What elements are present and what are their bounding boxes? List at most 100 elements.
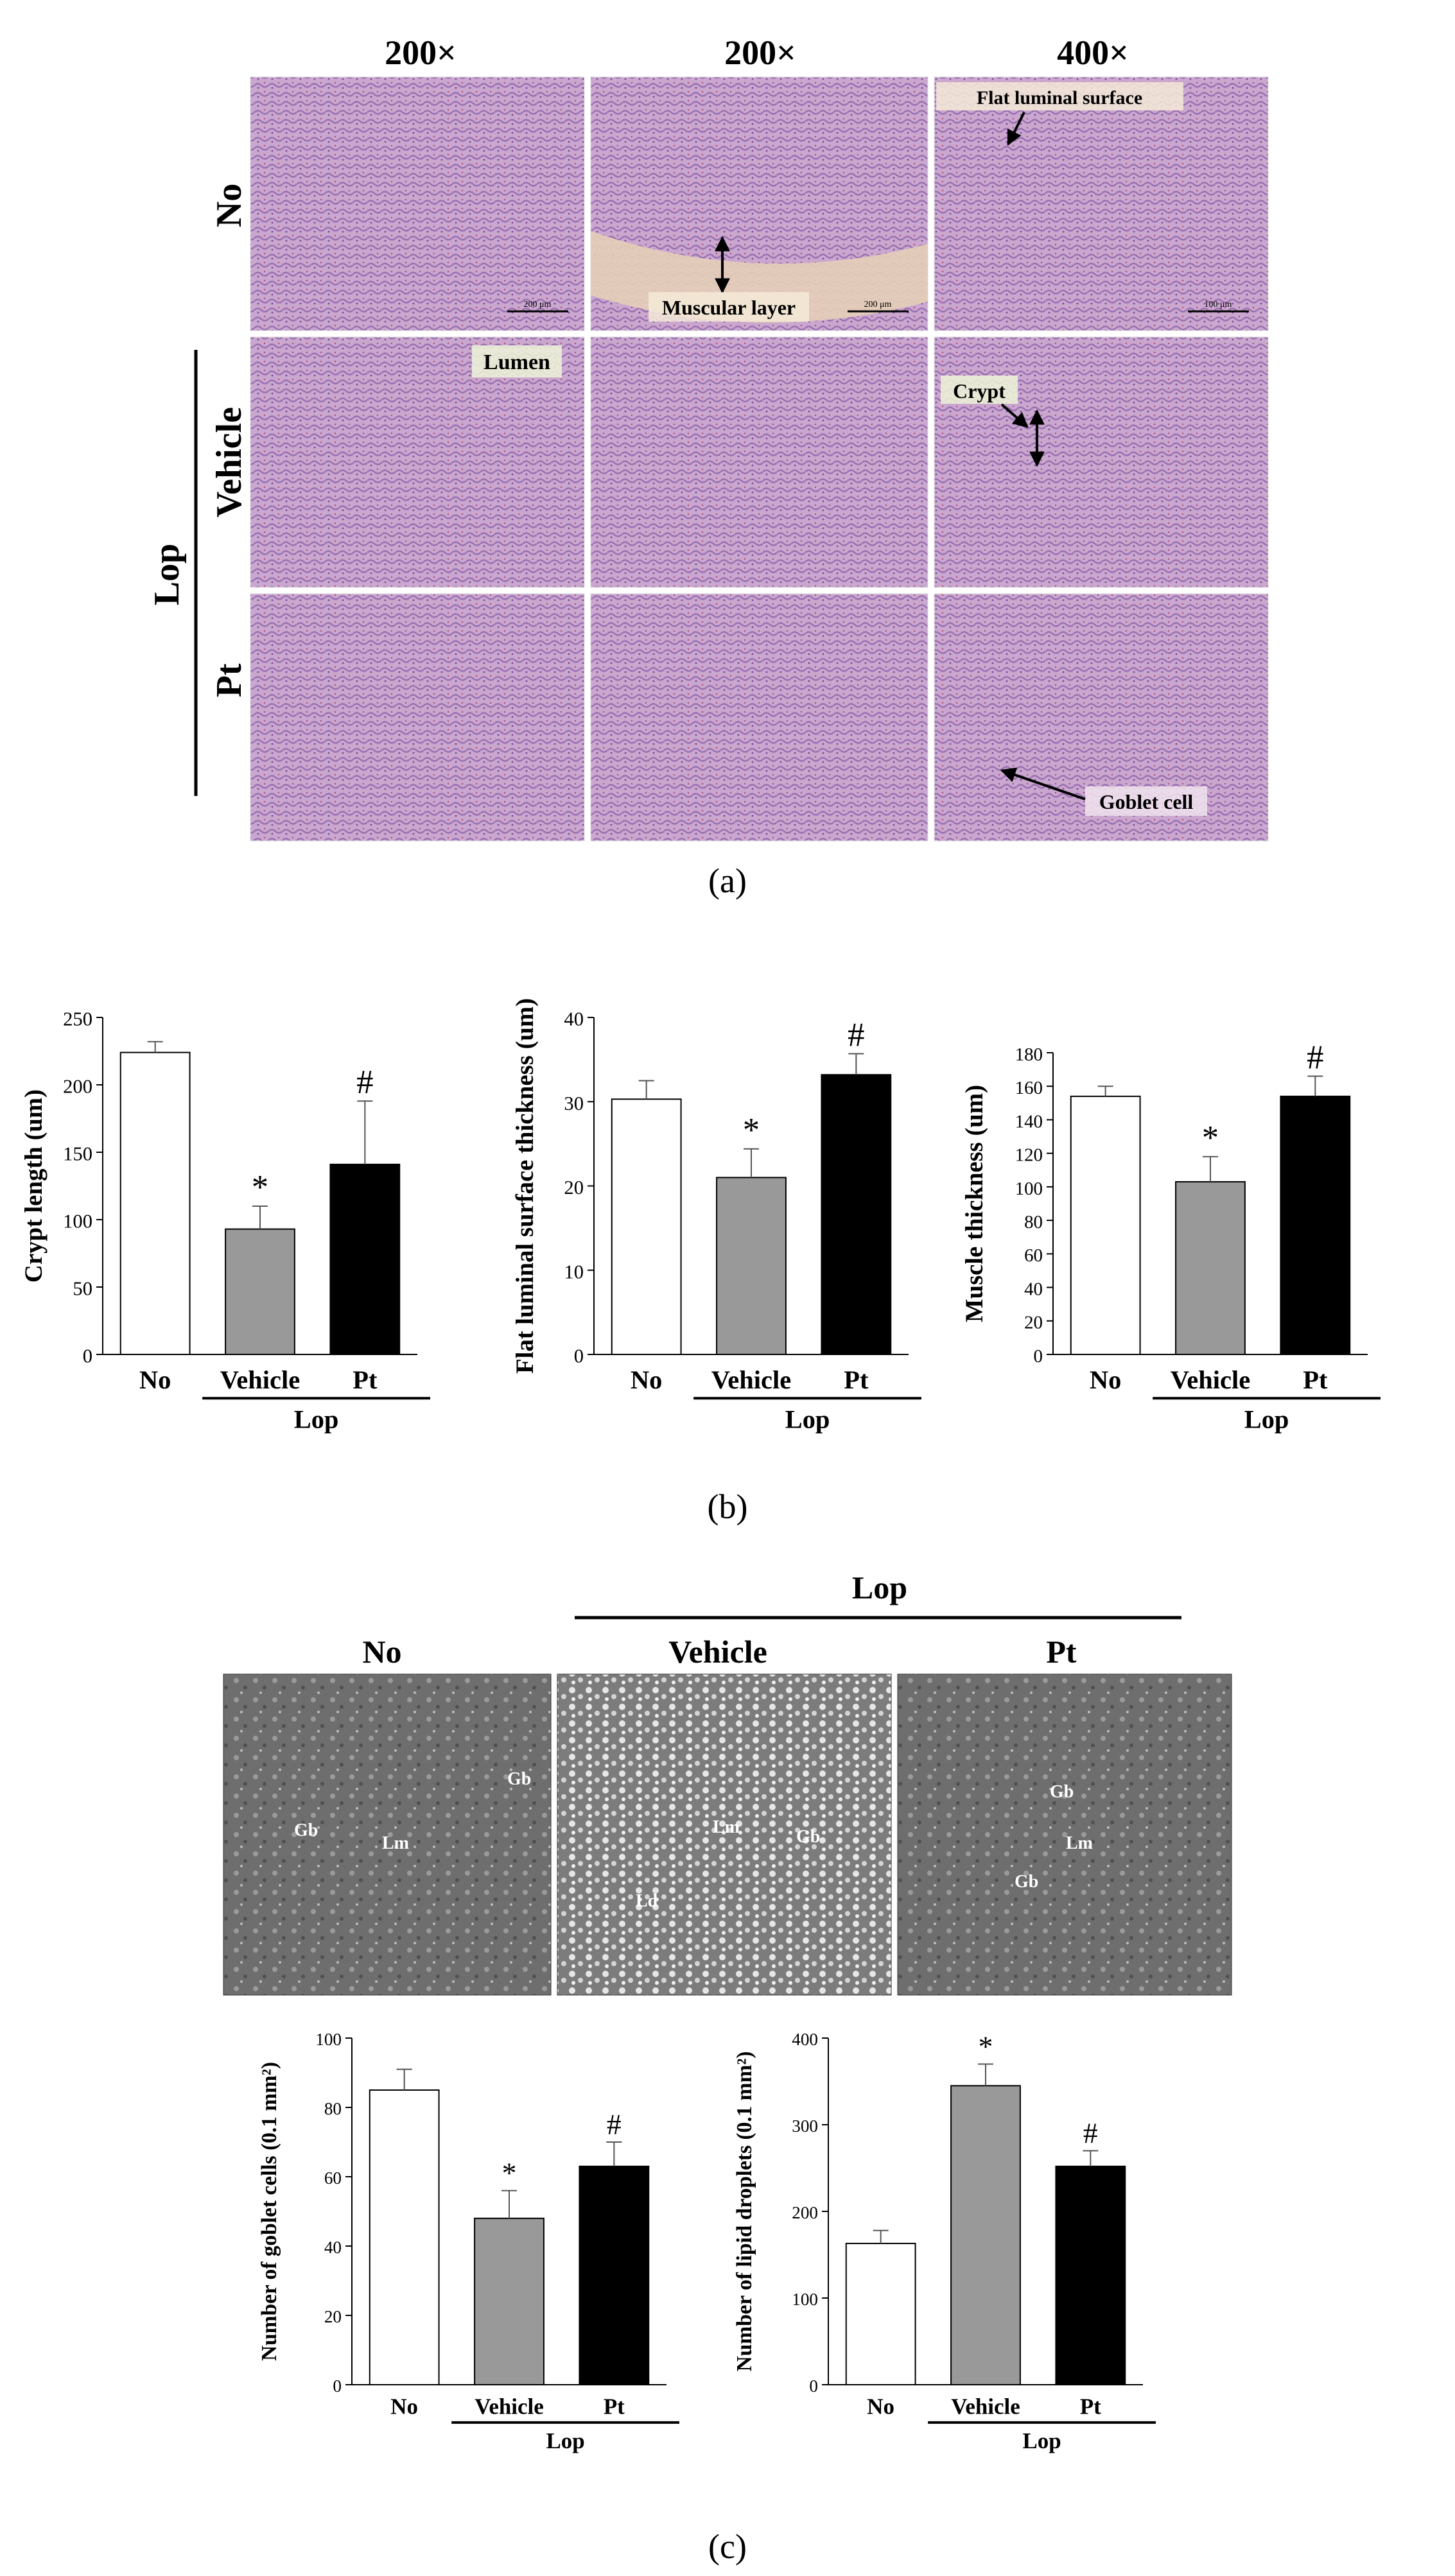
bar [329,1163,401,1356]
bar [369,2089,440,2385]
y-tick-label: 100 [1015,1179,1043,1199]
y-tick-label: 10 [564,1261,584,1283]
crypt-label-bg [941,376,1018,404]
x-tick-label: No [1090,1365,1121,1394]
caption-b: (b) [708,1487,748,1526]
y-tick-label: 0 [1034,1346,1043,1367]
x-tick-label: Vehicle [220,1365,300,1394]
lop-group-label: Lop [147,544,187,606]
y-tick-label: 60 [324,2168,342,2188]
tem-image-vehicle [557,1673,892,1996]
panel-c: Lop No Vehicle Pt Gb Lm Gb Lm Gb Ld Gb L… [223,1569,1232,1996]
crypt-pointer-arrow [1000,403,1029,428]
micrograph-no-200x-a [250,76,585,331]
y-tick-label: 100 [315,2030,342,2049]
column-header-1: 200× [385,33,457,72]
y-tick-label: 60 [1024,1245,1043,1266]
bar [821,1074,892,1355]
group-label: Lop [294,1405,339,1433]
tem-column-pt: Pt [1046,1634,1077,1670]
y-tick-label: 200 [63,1076,92,1098]
y-tick-label: 20 [1024,1313,1043,1333]
significance-marker: * [1202,1119,1219,1157]
bar [1055,2165,1126,2386]
y-axis-label: Crypt length (um) [20,1089,48,1283]
y-tick-label: 120 [1015,1145,1043,1166]
tem-column-no: No [362,1634,401,1670]
y-tick-label: 0 [83,1345,92,1367]
caption-a: (a) [708,861,747,900]
x-tick-label: No [139,1365,171,1394]
group-label: Lop [1022,2428,1061,2453]
column-header-2: 200× [724,33,796,72]
bar [611,1098,682,1355]
flat-luminal-surface-label: Flat luminal surface [977,87,1142,108]
scalebar-label: 200 μm [524,300,552,309]
scalebars: 200 μm 200 μm 100 μm [507,300,1249,313]
scalebar-label: 100 μm [1205,300,1232,309]
significance-marker: # [848,1016,864,1053]
significance-marker: # [1083,2117,1098,2150]
x-tick-label: No [631,1365,662,1394]
bar [579,2165,650,2386]
caption-c: (c) [708,2527,747,2566]
row-label-vehicle: Vehicle [209,407,249,517]
lumen-label-bg [472,345,562,377]
panel-a: 200× 200× 400× No Vehicle Pt Lop Lumen M… [147,33,1269,900]
x-tick-label: Pt [1080,2394,1101,2419]
flat-luminal-arrow [1007,112,1025,146]
x-tick-label: Pt [1303,1365,1328,1394]
y-tick-label: 40 [324,2238,342,2257]
significance-marker: * [252,1169,268,1206]
y-tick-label: 50 [73,1278,92,1300]
bar [716,1177,787,1355]
y-axis-label: Muscle thickness (um) [961,1085,988,1322]
bar [1280,1095,1351,1356]
y-tick-label: 150 [63,1143,92,1165]
y-tick-label: 250 [63,1008,92,1030]
y-tick-label: 80 [324,2099,342,2118]
group-label: Lop [546,2428,584,2453]
significance-marker: # [356,1064,373,1101]
y-tick-label: 0 [574,1345,584,1367]
tem-label-lm: Lm [713,1817,740,1837]
crypt-label: Crypt [953,379,1006,402]
x-tick-label: Vehicle [475,2394,543,2419]
micrograph-pt-200x-a [250,593,585,842]
muscular-layer-label-bg [649,292,809,322]
group-label: Lop [1244,1405,1289,1433]
y-axis-label: Number of lipid droplets (0.1 mm²) [733,2052,756,2372]
lumen-label: Lumen [484,350,550,374]
y-tick-label: 100 [792,2290,818,2309]
x-tick-label: Pt [844,1365,869,1394]
y-tick-label: 80 [1024,1212,1043,1232]
significance-marker: * [502,2157,517,2190]
y-tick-label: 100 [63,1211,92,1232]
tem-label-gb: Gb [1015,1872,1038,1892]
flat-luminal-label-bg [936,82,1183,110]
micrograph-vehicle-200x-a [250,336,585,588]
y-tick-label: 200 [792,2203,818,2222]
chart-crypt-length: 0 50 100 150 200 250 No * Vehicle # Pt Lop Crypt len… [20,1008,430,1433]
x-tick-label: No [867,2394,894,2419]
y-tick-label: 20 [564,1177,584,1198]
y-tick-label: 180 [1015,1044,1043,1065]
tem-label-lm: Lm [1066,1833,1093,1853]
tem-labels: Gb Lm Gb Lm Gb Ld Gb Lm Gb [294,1769,1093,1911]
bar [119,1051,191,1355]
y-tick-label: 40 [564,1008,584,1030]
row-label-pt: Pt [209,663,249,697]
tem-image-pt [897,1673,1232,1996]
x-tick-label: No [390,2394,418,2419]
tem-image-no [223,1673,552,1996]
tem-label-lm: Lm [382,1833,409,1853]
tem-label-ld: Ld [636,1891,658,1911]
bar [950,2085,1021,2385]
significance-marker: * [743,1112,760,1149]
chart-muscle-thickness: 0 20 40 60 80 100 120 140 160 180 No * Vehicle # Pt Lop… [961,1039,1381,1433]
micrograph-vehicle-200x-b [590,336,928,588]
significance-marker: * [979,2030,993,2063]
x-tick-label: Vehicle [951,2394,1020,2419]
tem-label-gb: Gb [294,1820,318,1840]
